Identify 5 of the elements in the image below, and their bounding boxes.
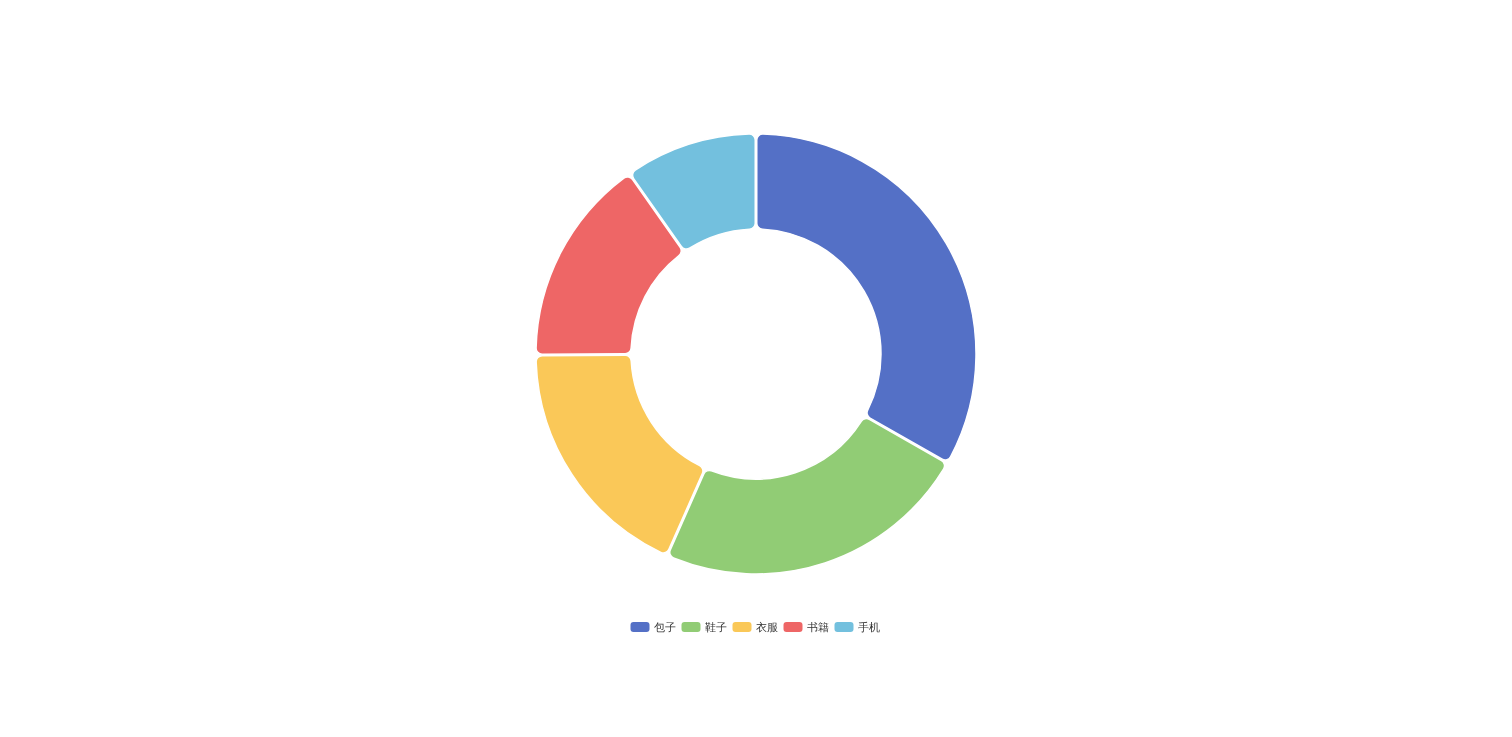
legend-label: 书籍 (806, 621, 829, 634)
legend-label: 包子 (653, 621, 676, 634)
legend-label: 手机 (857, 621, 880, 634)
legend-label: 衣服 (755, 621, 778, 634)
legend-label: 鞋子 (704, 621, 727, 634)
